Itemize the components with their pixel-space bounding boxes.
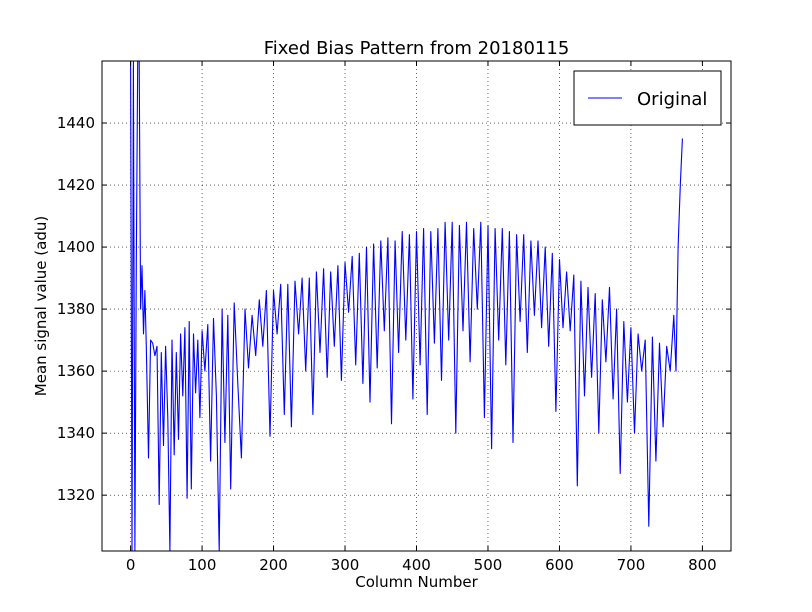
x-tick-label: 0 — [126, 556, 136, 574]
series-line-original — [130, 61, 683, 551]
x-tick-label: 300 — [331, 556, 360, 574]
x-tick-label: 800 — [688, 556, 717, 574]
x-tick-label: 200 — [259, 556, 288, 574]
y-tick-label: 1400 — [57, 238, 95, 256]
x-tick-label: 100 — [188, 556, 217, 574]
y-axis-label: Mean signal value (adu) — [32, 216, 50, 396]
x-axis-label: Column Number — [355, 573, 478, 591]
series-layer — [130, 61, 683, 551]
y-tick-label: 1440 — [57, 114, 95, 132]
x-tick-label: 400 — [402, 556, 431, 574]
chart-title: Fixed Bias Pattern from 20180115 — [264, 38, 570, 59]
x-tick-label: 700 — [617, 556, 646, 574]
ticks: 0 100 200 300 400 500 600 700 800 1320 1340 1360 138… — [57, 61, 731, 574]
x-tick-label: 500 — [474, 556, 503, 574]
legend-label-original: Original — [637, 89, 707, 110]
y-tick-label: 1420 — [57, 176, 95, 194]
x-tick-label: 600 — [545, 556, 574, 574]
y-tick-label: 1320 — [57, 486, 95, 504]
legend: Original — [573, 70, 722, 126]
y-tick-label: 1360 — [57, 362, 95, 380]
y-tick-label: 1380 — [57, 300, 95, 318]
y-tick-label: 1340 — [57, 424, 95, 442]
